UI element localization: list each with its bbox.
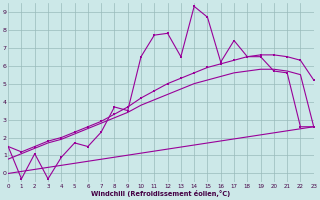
X-axis label: Windchill (Refroidissement éolien,°C): Windchill (Refroidissement éolien,°C) (91, 190, 231, 197)
